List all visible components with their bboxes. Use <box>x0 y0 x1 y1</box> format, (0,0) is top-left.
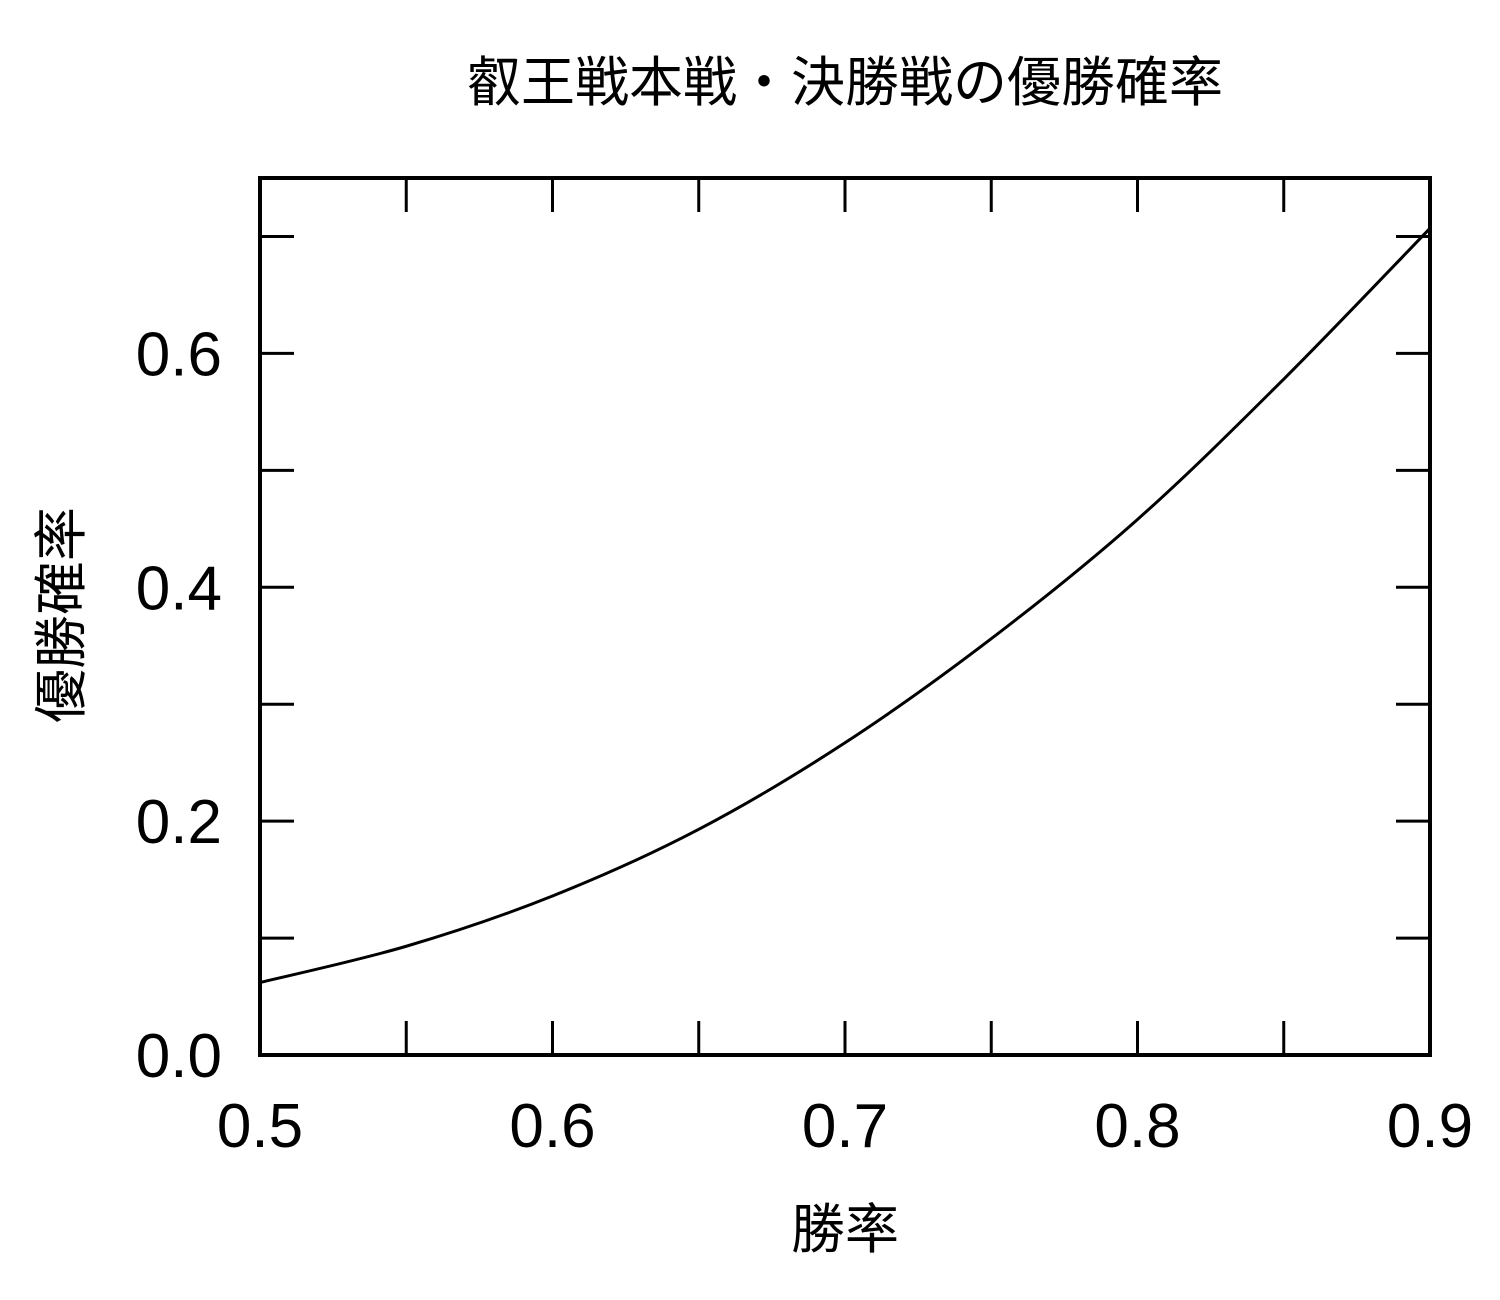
x-tick-label: 0.5 <box>217 1092 303 1161</box>
x-tick-label: 0.8 <box>1094 1092 1180 1161</box>
axis-ticks <box>258 178 1432 1057</box>
chart-title: 叡王戦本戦・決勝戦の優勝確率 <box>467 51 1223 114</box>
axis-tick-labels: 0.5 0.6 0.7 0.8 0.9 0.0 0.2 0.4 0.6 <box>136 320 1473 1161</box>
series-line <box>259 227 1432 984</box>
y-tick-label: 0.6 <box>136 320 222 389</box>
y-tick-label: 0.2 <box>136 788 222 857</box>
y-tick-label: 0.0 <box>136 1022 222 1091</box>
y-tick-label: 0.4 <box>136 554 222 623</box>
x-tick-label: 0.7 <box>802 1092 888 1161</box>
x-tick-label: 0.6 <box>509 1092 595 1161</box>
plot-frame <box>258 176 1432 1057</box>
x-axis-title: 勝率 <box>791 1198 899 1261</box>
x-tick-label: 0.9 <box>1387 1092 1473 1161</box>
series-layer <box>259 227 1432 984</box>
